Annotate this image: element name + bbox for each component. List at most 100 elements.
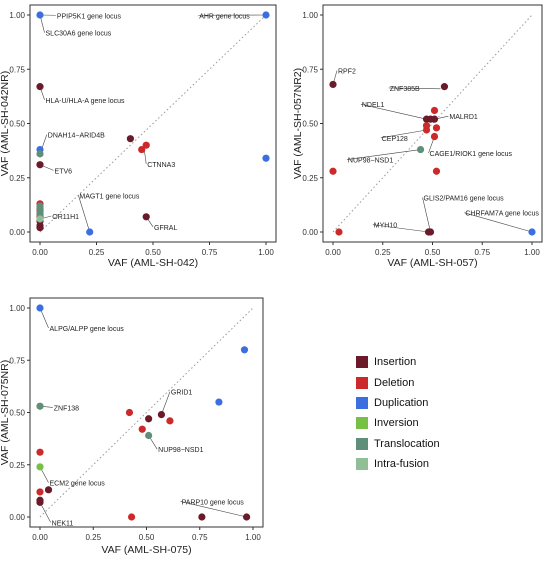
data-point-deletion [36, 448, 44, 456]
legend: Insertion Deletion Duplication Inversion… [356, 352, 516, 474]
y-tick-label: 1.00 [9, 304, 25, 313]
annotation-label: AHR gene locus [199, 13, 250, 20]
legend-item-inversion: Inversion [356, 413, 516, 433]
y-tick-label: 0.00 [302, 228, 318, 237]
annotation-label: CTNNA3 [147, 162, 175, 169]
annotation-leader [372, 224, 429, 233]
data-point-duplication [262, 154, 270, 162]
diagonal-line [39, 307, 254, 518]
annotation-leader [78, 195, 91, 233]
annotation-label: ALPG/ALPP gene locus [50, 326, 125, 333]
annotation-label: NUP98−NSD1 [158, 447, 203, 454]
annotation-label: MAGT1 gene locus [79, 193, 139, 200]
y-tick-label: 0.00 [9, 228, 25, 237]
legend-swatch [356, 356, 368, 369]
annotation-label: CAGE1/RIOK1 gene locus [430, 151, 513, 158]
data-point-translocation [145, 431, 153, 440]
annotation-leader [380, 129, 427, 139]
data-point-duplication [262, 11, 270, 19]
legend-item-duplication: Duplication [356, 393, 516, 413]
data-point-deletion [36, 488, 44, 496]
data-point-duplication [36, 11, 44, 19]
legend-label: Insertion [374, 356, 417, 369]
data-point-insertion [426, 228, 435, 236]
annotation-leader [39, 307, 49, 329]
annotation-label: PPIP5K1 gene locus [57, 13, 122, 20]
x-tick-label: 0.25 [89, 248, 105, 257]
data-point-deletion [138, 145, 146, 154]
legend-item-insertion: Insertion [356, 352, 516, 372]
data-point-duplication [36, 304, 44, 312]
data-point-translocation [36, 150, 44, 158]
y-tick-label: 1.00 [9, 11, 25, 20]
y-axis-label: VAF (AML-SH-057NR2) [292, 68, 304, 179]
scatter-panel-1: 0.00 0.25 0.50 0.75 1.00 0.00 0.25 0.50 0.75 1.00… [0, 4, 277, 269]
y-tick-label: 0.50 [302, 120, 318, 129]
annotation-label: NUP98−NSD1 [348, 158, 393, 165]
y-tick-label: 0.50 [9, 120, 25, 129]
annotation-label: PARP10 gene locus [182, 499, 245, 506]
annotation-leader [360, 103, 427, 120]
y-tick-label: 0.75 [302, 65, 318, 74]
legend-label: Inversion [374, 417, 419, 430]
x-tick-label: 0.75 [202, 248, 218, 257]
y-tick-label: 0.00 [9, 513, 25, 522]
annotation-leader [39, 502, 51, 523]
data-point-insertion [430, 115, 439, 123]
x-tick-label: 0.50 [145, 248, 161, 257]
data-point-insertion [36, 83, 44, 91]
legend-label: Deletion [374, 376, 415, 389]
x-tick-label: 1.00 [245, 533, 261, 542]
data-point-insertion [36, 224, 44, 232]
data-point-insertion [329, 80, 337, 89]
data-point-duplication [215, 398, 223, 406]
annotation-label: ZNF385B [390, 86, 420, 93]
annotation-label: NDEL1 [362, 102, 385, 109]
scatter-panel-2: 0.00 0.25 0.50 0.75 1.00 0.00 0.25 0.50 0.75 1.00… [292, 4, 543, 269]
annotation-label: ETV6 [55, 168, 73, 175]
annotation-label: ECM2 gene locus [50, 481, 106, 488]
annotation-leader [346, 149, 421, 160]
annotation-leader [180, 501, 247, 518]
data-point-insertion [243, 513, 251, 521]
legend-item-translocation: Translocation [356, 434, 516, 454]
annotation-leader [464, 212, 533, 233]
data-point-inversion [36, 463, 44, 471]
data-point-insertion [36, 498, 44, 506]
annotation-label: GLIS2/PAM16 gene locus [424, 196, 505, 203]
annotation-label: GRID1 [171, 390, 193, 397]
annotation-label: RPF2 [338, 69, 356, 76]
annotation-label: SLC30A6 gene locus [46, 31, 112, 38]
x-tick-label: 0.00 [32, 248, 48, 257]
legend-swatch [356, 376, 368, 389]
legend-item-deletion: Deletion [356, 372, 516, 392]
legend-swatch [356, 417, 368, 430]
data-point-translocation [416, 145, 425, 154]
y-tick-label: 0.50 [9, 409, 25, 418]
data-point-insertion [36, 161, 44, 169]
data-point-deletion [127, 513, 136, 521]
x-tick-label: 0.00 [32, 533, 48, 542]
x-tick-label: 0.25 [375, 248, 391, 257]
x-tick-label: 1.00 [524, 248, 540, 257]
data-point-deletion [138, 425, 146, 433]
data-point-insertion [440, 83, 449, 91]
annotation-label: CHRFAM7A gene locus [465, 211, 539, 218]
data-point-insertion [145, 415, 153, 423]
annotation-label: GFRAL [154, 225, 177, 232]
legend-swatch [356, 437, 368, 450]
annotation-label: HLA-U/HLA-A gene locus [46, 98, 125, 105]
annotation-label: MALRD1 [449, 114, 478, 121]
annotation-label: CEP128 [382, 136, 408, 143]
annotation-label: MYH10 [374, 223, 397, 230]
legend-label: Translocation [374, 437, 440, 450]
data-point-deletion [335, 228, 343, 236]
annotation-label: OR11H1 [52, 214, 79, 221]
y-tick-label: 0.75 [9, 356, 25, 365]
annotation-label: DNAH14−ARID4B [48, 133, 105, 140]
data-point-duplication [86, 228, 94, 236]
x-tick-label: 0.00 [325, 248, 341, 257]
x-tick-label: 0.50 [425, 248, 441, 257]
y-tick-label: 0.25 [9, 174, 25, 183]
